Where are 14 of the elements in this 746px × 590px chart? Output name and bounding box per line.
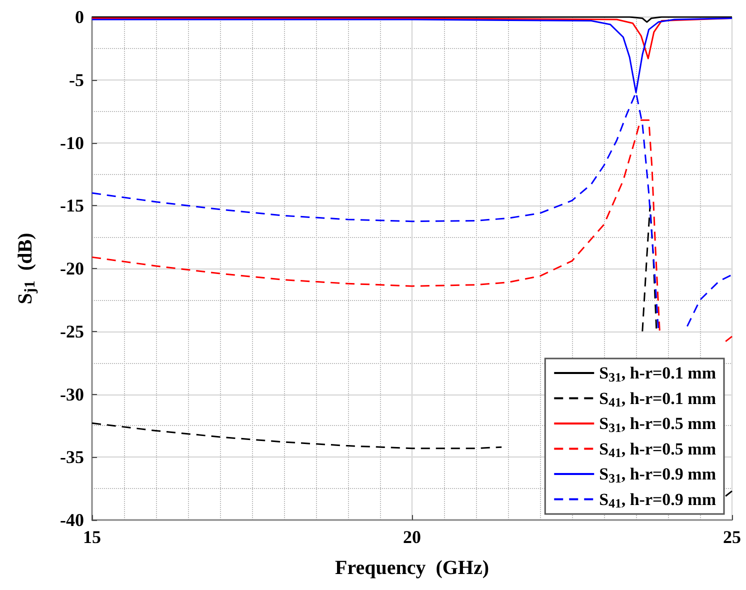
y-axis-title: Sj1 (dB) — [14, 232, 38, 304]
x-axis-title: Frequency (GHz) — [334, 557, 490, 579]
x-tick-label: 20 — [403, 527, 421, 547]
y-tick-label: 0 — [75, 7, 84, 27]
y-tick-label: -5 — [69, 70, 84, 90]
y-tick-label: -10 — [60, 132, 84, 153]
y-tick-label: -30 — [60, 384, 84, 404]
y-tick-label: -25 — [60, 321, 84, 342]
y-tick-label: -40 — [60, 510, 84, 530]
y-tick-label: -35 — [60, 447, 84, 468]
y-tick-label: -20 — [60, 258, 84, 278]
x-tick-label: 15 — [83, 527, 101, 547]
y-tick-label: -15 — [60, 196, 84, 216]
x-tick-label: 25 — [723, 527, 741, 547]
